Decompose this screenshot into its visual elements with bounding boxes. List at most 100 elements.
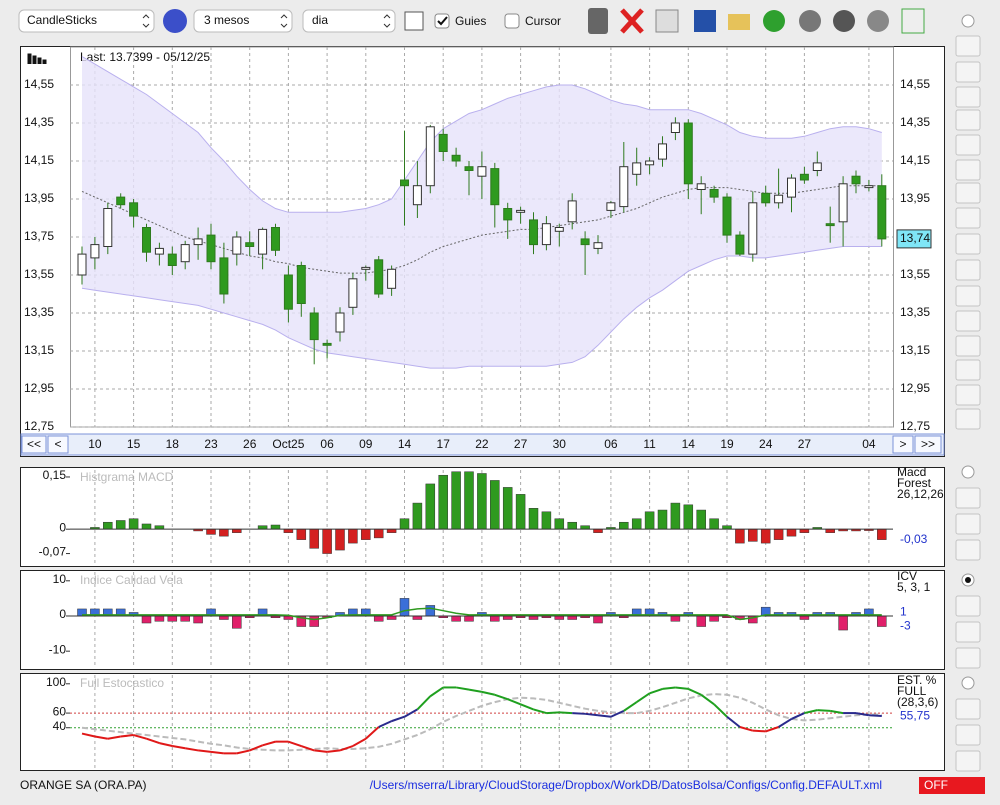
tool-button[interactable]	[955, 698, 981, 720]
tool-button[interactable]	[955, 109, 981, 131]
tool-button[interactable]	[955, 259, 981, 281]
candle-body	[271, 227, 280, 251]
bar	[786, 528, 797, 537]
tool-button[interactable]	[955, 61, 981, 83]
bar	[528, 615, 539, 620]
tool-button[interactable]	[955, 182, 981, 204]
candle-body	[812, 162, 822, 171]
bar	[773, 528, 784, 540]
stochastic-title: Full Estocastico	[80, 676, 164, 690]
x-tick-label: 27	[798, 437, 812, 451]
candle-body	[851, 175, 861, 185]
radio[interactable]	[961, 676, 975, 690]
period-select[interactable]	[193, 9, 293, 33]
x-tick-label: 06	[320, 437, 334, 451]
candle-body	[451, 154, 461, 162]
print-icon[interactable]	[655, 9, 679, 33]
tool-button[interactable]	[955, 86, 981, 108]
tool-button[interactable]	[955, 233, 981, 255]
nav-button[interactable]	[914, 435, 942, 454]
y-tick-label: 0	[59, 520, 66, 534]
current-value: -0,03	[900, 532, 928, 546]
off-indicator[interactable]	[919, 777, 985, 794]
date-icon[interactable]	[901, 8, 925, 34]
radio[interactable]	[961, 465, 975, 479]
settings-icon[interactable]	[867, 10, 889, 32]
open-icon[interactable]	[728, 14, 750, 30]
k-line-segment	[352, 737, 367, 747]
tool-button[interactable]	[955, 750, 981, 772]
y-tick-label: 14,35	[24, 115, 54, 129]
tool-button[interactable]	[955, 539, 981, 561]
euro-icon[interactable]	[833, 10, 855, 32]
legend-text: EST. %	[897, 673, 937, 687]
check-mark	[437, 16, 448, 26]
last-price-label: 13,74	[900, 231, 930, 245]
candle-body	[658, 143, 667, 160]
tool-button[interactable]	[955, 35, 981, 57]
k-line-segment	[133, 734, 147, 740]
help-button[interactable]	[163, 9, 187, 33]
candle-body	[77, 253, 87, 276]
nav-button[interactable]	[21, 435, 47, 454]
tool-button[interactable]	[955, 647, 981, 669]
bar	[399, 598, 410, 617]
interval-select[interactable]	[302, 9, 396, 33]
k-line-segment	[481, 690, 496, 696]
tool-button[interactable]	[955, 408, 981, 430]
current-value: 1	[900, 605, 907, 619]
bar	[232, 615, 242, 629]
chart-type-select[interactable]	[18, 9, 155, 33]
globe-icon[interactable]	[799, 10, 821, 32]
k-line-segment	[236, 749, 250, 755]
candle-body	[567, 200, 577, 223]
bar	[631, 518, 642, 530]
k-line-segment	[726, 715, 741, 728]
save-icon[interactable]	[694, 10, 716, 32]
trash-icon[interactable]	[588, 8, 608, 34]
bar	[180, 615, 190, 622]
k-line-segment	[210, 750, 225, 755]
tool-button[interactable]	[955, 595, 981, 617]
bar	[580, 525, 590, 530]
tool-button[interactable]	[955, 335, 981, 357]
bar	[490, 480, 500, 530]
refresh-icon[interactable]	[763, 10, 785, 32]
tool-button[interactable]	[955, 159, 981, 181]
bar	[696, 615, 706, 627]
y-tick-label: 12,75	[900, 419, 930, 433]
radio[interactable]	[961, 14, 975, 28]
tool-button[interactable]	[955, 134, 981, 156]
tool-button[interactable]	[955, 310, 981, 332]
bar	[386, 615, 397, 620]
nav-button[interactable]	[892, 435, 914, 454]
bar	[825, 528, 835, 533]
k-line-segment	[429, 686, 444, 698]
bar	[748, 528, 758, 542]
tool-button[interactable]	[955, 621, 981, 643]
tool-button[interactable]	[955, 513, 981, 535]
y-tick-label: 12,95	[24, 381, 54, 395]
tool-button[interactable]	[955, 207, 981, 229]
nav-button[interactable]	[47, 435, 69, 454]
x-tick-label: 27	[514, 437, 528, 451]
calendar-icon[interactable]	[404, 11, 424, 31]
bar	[412, 615, 423, 620]
guides-checkbox[interactable]	[434, 13, 450, 29]
tool-button[interactable]	[955, 724, 981, 746]
tool-button[interactable]	[955, 359, 981, 381]
bar	[554, 615, 565, 620]
k-line-segment	[416, 695, 432, 711]
bar	[115, 520, 126, 530]
delete-icon[interactable]	[620, 8, 644, 34]
tool-button[interactable]	[955, 487, 981, 509]
cursor-checkbox[interactable]	[504, 13, 520, 29]
bar	[477, 473, 487, 530]
x-tick-label: 14	[682, 437, 696, 451]
candle-body	[683, 122, 693, 185]
bar	[451, 471, 461, 530]
config-path[interactable]: /Users/mserra/Library/CloudStorage/Dropb…	[370, 778, 882, 792]
tool-button[interactable]	[955, 285, 981, 307]
tool-button[interactable]	[955, 384, 981, 406]
select-arrow	[280, 14, 288, 28]
